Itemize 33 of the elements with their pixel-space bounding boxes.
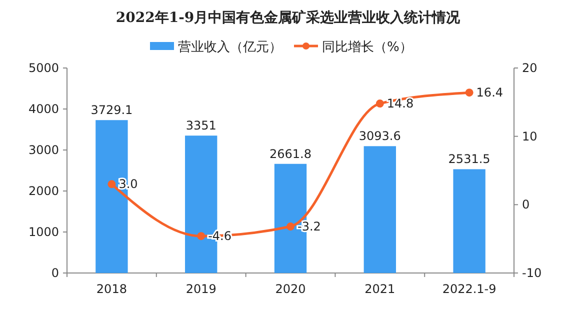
point <box>376 100 384 108</box>
x-tick-label: 2018 <box>96 282 127 296</box>
y-tick-label: 0 <box>51 266 59 280</box>
point <box>197 232 206 240</box>
point <box>465 88 474 97</box>
bar <box>364 146 396 273</box>
y-tick-label: 4000 <box>28 102 59 116</box>
y2-tick-label: 20 <box>522 61 538 75</box>
y-tick-label: 3000 <box>28 143 59 157</box>
data-label: -4.6 <box>208 229 232 244</box>
data-label: 2531.5 <box>448 152 490 166</box>
chart-title: 2022年1-9月中国有色金属矿采选业营业收入统计情况 <box>116 9 462 26</box>
x-tick-label: 2019 <box>186 282 216 296</box>
legend-label: 同比增长（%） <box>322 40 412 55</box>
x-tick-label: 2021 <box>364 282 396 296</box>
data-label: 16.4 <box>476 86 504 100</box>
x-tick-label: 2020 <box>275 282 306 296</box>
y2-tick-label: -10 <box>522 266 542 280</box>
data-label: 14.8 <box>386 96 414 111</box>
bar <box>453 169 486 273</box>
y-tick-label: 2000 <box>28 184 59 198</box>
y-tick-label: 5000 <box>28 61 59 75</box>
x-tick-label: 2022.1-9 <box>442 282 496 296</box>
y2-tick-label: 0 <box>522 198 530 212</box>
point <box>286 222 294 231</box>
y2-tick-label: 10 <box>522 129 538 144</box>
data-label: 3729.1 <box>90 103 133 118</box>
data-label: 3093.6 <box>358 129 401 144</box>
legend-label: 营业收入（亿元） <box>178 40 282 55</box>
data-label: 3351 <box>186 118 216 133</box>
point <box>108 180 116 188</box>
data-label: 2661.8 <box>270 146 312 161</box>
y-tick-label: 1000 <box>28 225 59 239</box>
